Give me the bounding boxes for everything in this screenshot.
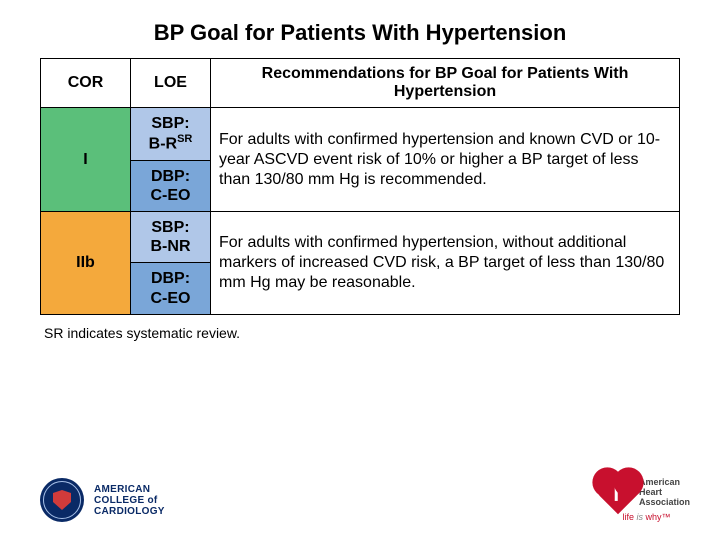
- loe-label: SBP:: [151, 219, 189, 236]
- col-header-cor: COR: [41, 59, 131, 108]
- loe-code: C-EO: [151, 290, 191, 307]
- loe-code: C-EO: [151, 187, 191, 204]
- table-row: IIb SBP: B-NR For adults with confirmed …: [41, 212, 680, 263]
- footnote: SR indicates systematic review.: [44, 325, 676, 341]
- loe-code: B-R: [149, 136, 177, 153]
- cor-cell: I: [41, 108, 131, 212]
- aha-logo: American Heart Association life is why™: [603, 478, 690, 522]
- loe-code: B-NR: [151, 238, 191, 255]
- aha-line: Association: [639, 498, 690, 508]
- acc-logo: AMERICAN COLLEGE of CARDIOLOGY: [40, 478, 165, 522]
- cor-cell: IIb: [41, 212, 131, 315]
- page-title: BP Goal for Patients With Hypertension: [0, 0, 720, 58]
- heart-icon: [603, 478, 633, 508]
- shield-icon: [53, 490, 71, 510]
- rec-cell: For adults with confirmed hypertension, …: [211, 212, 680, 315]
- acc-logo-text: AMERICAN COLLEGE of CARDIOLOGY: [94, 484, 165, 517]
- loe-label: DBP:: [151, 168, 190, 185]
- loe-suffix: SR: [177, 133, 192, 145]
- loe-label: DBP:: [151, 270, 190, 287]
- loe-cell: SBP: B-RSR: [131, 108, 211, 161]
- loe-cell: DBP: C-EO: [131, 160, 211, 211]
- footer-logos: AMERICAN COLLEGE of CARDIOLOGY American …: [40, 478, 690, 522]
- rec-cell: For adults with confirmed hypertension a…: [211, 108, 680, 212]
- aha-tagline: life is why™: [622, 512, 670, 522]
- tag-part: why: [643, 512, 662, 522]
- tag-part: life: [622, 512, 636, 522]
- loe-cell: SBP: B-NR: [131, 212, 211, 263]
- aha-logo-text: American Heart Association: [639, 478, 690, 508]
- col-header-loe: LOE: [131, 59, 211, 108]
- col-header-rec: Recommendations for BP Goal for Patients…: [211, 59, 680, 108]
- acc-line: CARDIOLOGY: [94, 506, 165, 517]
- loe-label: SBP:: [151, 115, 189, 132]
- acc-seal-icon: [40, 478, 84, 522]
- acc-line: COLLEGE of: [94, 495, 165, 506]
- recommendations-table: COR LOE Recommendations for BP Goal for …: [40, 58, 680, 315]
- loe-cell: DBP: C-EO: [131, 263, 211, 314]
- table-header-row: COR LOE Recommendations for BP Goal for …: [41, 59, 680, 108]
- acc-line: AMERICAN: [94, 484, 165, 495]
- table-row: I SBP: B-RSR For adults with confirmed h…: [41, 108, 680, 161]
